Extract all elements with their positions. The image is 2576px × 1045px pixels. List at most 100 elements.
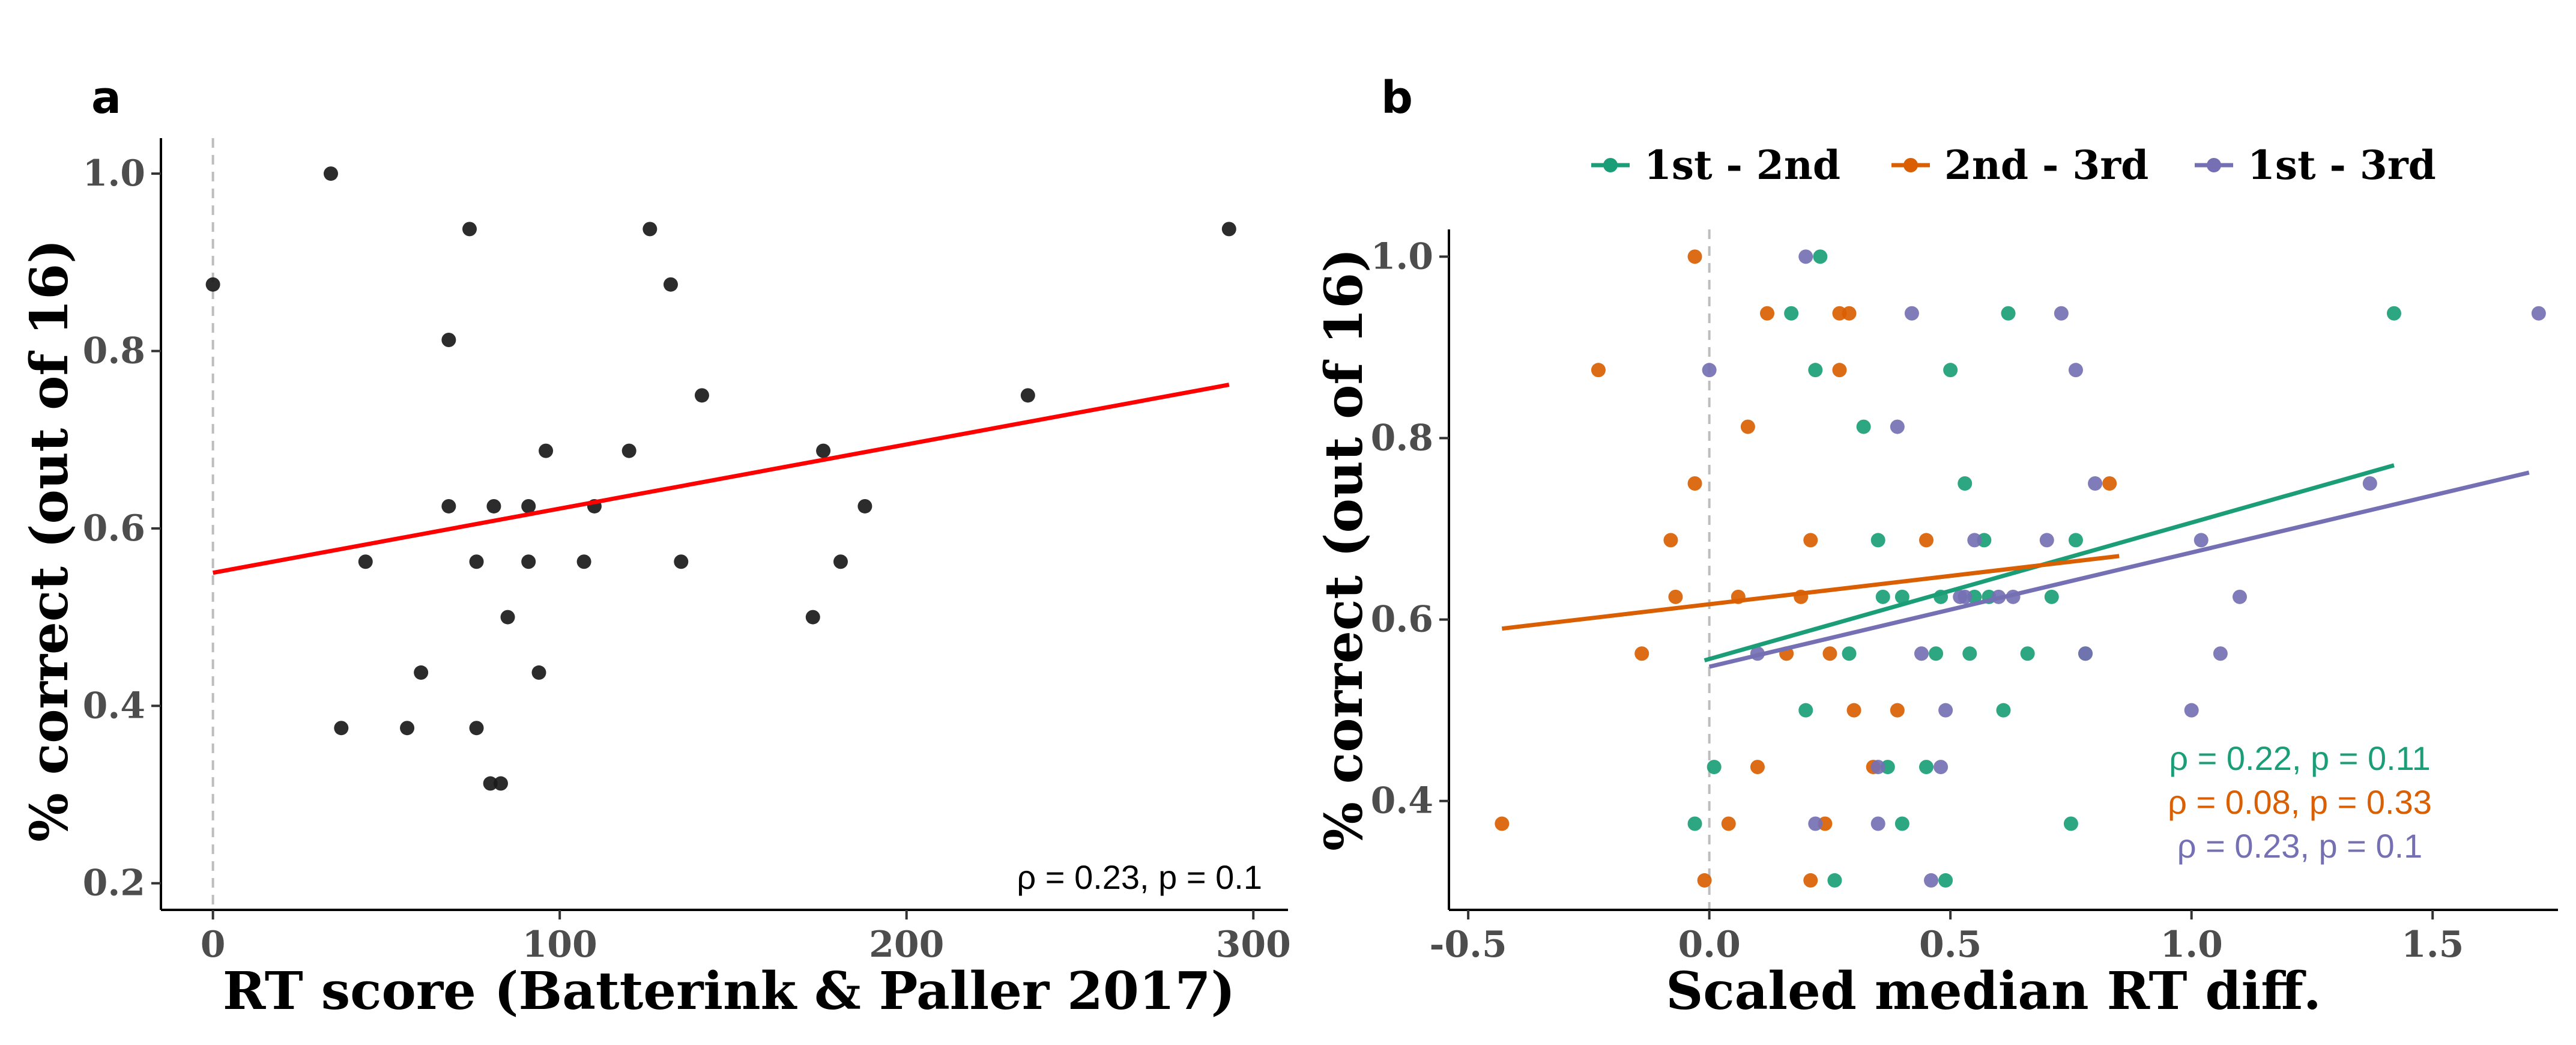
panel-b-series-1-data-point <box>1827 873 1842 888</box>
panel-b-series-1-data-point <box>2001 306 2016 321</box>
panel-b-series-1-data-point <box>1870 533 1885 548</box>
panel-b-series-2-data-point <box>1832 363 1847 378</box>
panel-b-series-3-data-point <box>2194 533 2209 548</box>
panel-b-series-2-regression-line <box>1501 554 2120 631</box>
panel-b-series-2-data-point <box>1890 703 1905 718</box>
panel-b-annotations: ρ = 0.22, p = 0.11 ρ = 0.08, p = 0.33 ρ = … <box>2168 739 2432 865</box>
panel-a-regression-line <box>212 383 1230 575</box>
panel-b-series-2-data-point <box>1634 646 1649 661</box>
panel-b-series-1-data-point <box>1784 306 1799 321</box>
panel-b: b Scaled median RT diff. % correct (out … <box>1314 72 2558 1022</box>
panel-b-x-tick-label: -0.5 <box>1429 924 1507 966</box>
panel-b-series-3-data-point <box>1924 873 1939 888</box>
panel-b-correlation-annotation-2: ρ = 0.08, p = 0.33 <box>2168 783 2432 821</box>
legend-label-1: 1st - 2nd <box>1644 142 1840 189</box>
panel-a-data-point <box>663 277 678 292</box>
panel-b-series-2-data-point <box>1668 589 1683 604</box>
panel-b-series-1-data-point <box>1798 703 1813 718</box>
panel-b-series-3-data-point <box>2362 476 2377 491</box>
panel-b-series-1-data-point <box>1919 760 1934 775</box>
panel-b-series-1-data-point <box>1996 703 2011 718</box>
panel-b-series-3-data-point <box>2531 306 2546 321</box>
panel-b-x-axis-title: Scaled median RT diff. <box>1666 961 2321 1022</box>
panel-a-data-point <box>323 166 338 181</box>
panel-b-series-2-data-point <box>1822 646 1837 661</box>
panel-a-data-point <box>462 222 477 237</box>
panel-b-series-3-data-point <box>2068 363 2083 378</box>
panel-b-series-2-data-point <box>1803 873 1818 888</box>
panel-b-letter: b <box>1381 72 1413 124</box>
panel-a-data-point <box>400 721 415 736</box>
panel-b-series-3-data-point <box>2039 533 2054 548</box>
panel-b-y-axis-title: % correct (out of 16) <box>1314 248 1374 851</box>
panel-a-data-point <box>500 610 515 625</box>
panel-b-legend: 1st - 2nd 2nd - 3rd 1st - 3rd <box>1591 142 2436 189</box>
panel-b-series-2-data-point <box>1721 816 1736 831</box>
panel-b-series-1-data-point <box>1808 363 1823 378</box>
panel-b-series-3-data-point <box>2184 703 2199 718</box>
panel-a-correlation-annotation: ρ = 0.23, p = 0.1 <box>1017 858 1262 896</box>
panel-b-x-tick-label: 1.5 <box>2401 924 2464 966</box>
panel-b-series-1-data-point <box>1962 646 1977 661</box>
panel-b-series-1-data-point <box>1943 363 1958 378</box>
legend-swatch-point-2 <box>1903 158 1918 172</box>
panel-a-data-point <box>521 498 536 513</box>
panel-a-data-point <box>469 721 484 736</box>
panel-a-y-tick-label: 0.8 <box>83 330 145 372</box>
panel-a-data-point <box>576 554 591 569</box>
panel-b-series-2-data-point <box>1697 873 1712 888</box>
panel-b-series-3-data-point <box>1870 760 1885 775</box>
panel-a-data-point <box>414 665 429 680</box>
panel-b-series-1-data-point <box>1842 646 1857 661</box>
panel-a-data-point <box>674 554 689 569</box>
panel-b-series-2-data-point <box>1760 306 1775 321</box>
panel-b-series-2-data-point <box>1740 419 1755 434</box>
panel-a-data-point <box>521 554 536 569</box>
panel-b-series-2-data-point <box>1495 816 1510 831</box>
panel-a-y-tick-label: 0.4 <box>83 685 145 727</box>
legend-label-3: 1st - 3rd <box>2248 142 2436 189</box>
panel-b-series-3-data-point <box>1870 816 1885 831</box>
panel-b-series-3-data-point <box>1967 533 1982 548</box>
panel-a-data-point <box>469 554 484 569</box>
panel-a-x-axis-title: RT score (Batterink & Paller 2017) <box>223 961 1235 1022</box>
panel-a-data-point <box>486 498 501 513</box>
panel-b-series-3-data-point <box>1934 760 1949 775</box>
panel-a-plot-area: 0 100 200 300 0.2 0.4 0.6 0.8 1.0 <box>83 138 1291 966</box>
panel-b-series-2-data-point <box>2102 476 2117 491</box>
panel-a-data-point <box>493 776 508 791</box>
panel-b-series-1-data-point <box>1929 646 1944 661</box>
panel-b-series-1-data-point <box>1894 816 1909 831</box>
panel-a-data-point <box>441 333 456 348</box>
panel-b-series-3-data-point <box>1808 816 1823 831</box>
panel-a-data-point <box>483 776 498 791</box>
panel-b-series-1-data-point <box>1707 760 1722 775</box>
panel-a-y-tick-label: 1.0 <box>83 153 145 195</box>
panel-a-letter: a <box>91 72 121 124</box>
panel-b-series-3-data-point <box>1890 419 1905 434</box>
panel-b-series-1-data-point <box>1687 816 1702 831</box>
panel-a-data-point <box>816 443 831 458</box>
panel-a-data-point <box>1020 388 1035 403</box>
panel-b-series-3-data-point <box>2213 646 2228 661</box>
panel-a-data-point <box>857 498 872 513</box>
panel-a-x-tick-label: 200 <box>869 924 944 966</box>
panel-b-series-2-data-point <box>1919 533 1934 548</box>
panel-b-series-3-data-point <box>1904 306 1919 321</box>
panel-b-series-1-data-point <box>2044 589 2059 604</box>
panel-b-series-3-data-point <box>2088 476 2103 491</box>
panel-b-series-2-data-point <box>1750 760 1765 775</box>
panel-b-series-1-data-point <box>1958 476 1973 491</box>
panel-b-series-2-data-point <box>1687 249 1702 264</box>
panel-b-y-tick-label: 1.0 <box>1371 235 1433 277</box>
panel-b-series-1-data-point <box>1813 249 1828 264</box>
panel-a-x-tick-label: 100 <box>522 924 597 966</box>
panel-a: a RT score (Batterink & Paller 2017) % c… <box>19 72 1291 1022</box>
panel-a-data-point <box>358 554 373 569</box>
panel-b-plot-area: -0.5 0.0 0.5 1.0 1.5 0.4 0.6 0.8 1.0 <box>1371 229 2558 966</box>
panel-b-series-1-data-point <box>2020 646 2035 661</box>
legend-swatch-point-1 <box>1603 158 1618 172</box>
panel-a-data-point <box>531 665 546 680</box>
panel-a-y-tick-label: 0.6 <box>83 507 145 550</box>
